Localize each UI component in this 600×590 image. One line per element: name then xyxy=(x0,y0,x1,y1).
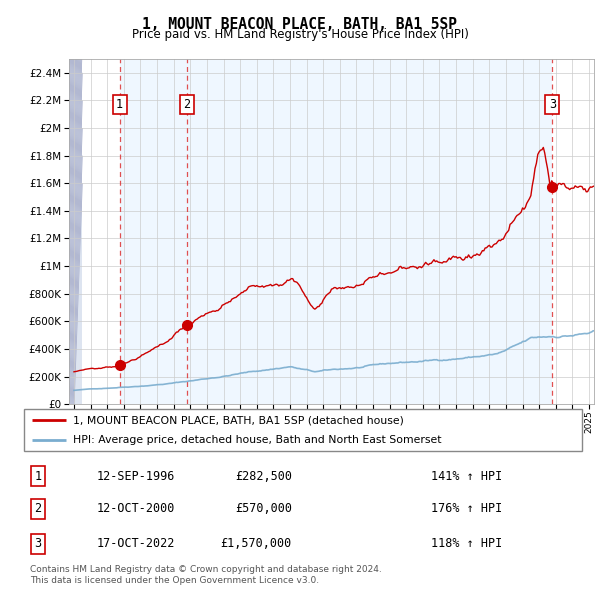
Text: HPI: Average price, detached house, Bath and North East Somerset: HPI: Average price, detached house, Bath… xyxy=(73,435,442,445)
Text: 2: 2 xyxy=(183,98,190,111)
Text: 17-OCT-2022: 17-OCT-2022 xyxy=(97,537,175,550)
Text: £570,000: £570,000 xyxy=(235,502,292,516)
Text: 3: 3 xyxy=(549,98,556,111)
Text: £282,500: £282,500 xyxy=(235,470,292,483)
Text: Contains HM Land Registry data © Crown copyright and database right 2024.: Contains HM Land Registry data © Crown c… xyxy=(30,565,382,574)
Bar xyxy=(187,59,552,404)
Text: 2: 2 xyxy=(34,502,41,516)
Text: This data is licensed under the Open Government Licence v3.0.: This data is licensed under the Open Gov… xyxy=(30,576,319,585)
Text: 1: 1 xyxy=(116,98,123,111)
FancyBboxPatch shape xyxy=(24,409,582,451)
Text: 1: 1 xyxy=(34,470,41,483)
Text: 1, MOUNT BEACON PLACE, BATH, BA1 5SP: 1, MOUNT BEACON PLACE, BATH, BA1 5SP xyxy=(143,17,458,31)
Bar xyxy=(119,59,187,404)
Text: Price paid vs. HM Land Registry's House Price Index (HPI): Price paid vs. HM Land Registry's House … xyxy=(131,28,469,41)
Text: 12-SEP-1996: 12-SEP-1996 xyxy=(97,470,175,483)
Text: 118% ↑ HPI: 118% ↑ HPI xyxy=(431,537,503,550)
Text: 3: 3 xyxy=(34,537,41,550)
Text: 176% ↑ HPI: 176% ↑ HPI xyxy=(431,502,503,516)
Text: 12-OCT-2000: 12-OCT-2000 xyxy=(97,502,175,516)
Text: 141% ↑ HPI: 141% ↑ HPI xyxy=(431,470,503,483)
Text: £1,570,000: £1,570,000 xyxy=(221,537,292,550)
Text: 1, MOUNT BEACON PLACE, BATH, BA1 5SP (detached house): 1, MOUNT BEACON PLACE, BATH, BA1 5SP (de… xyxy=(73,415,404,425)
Bar xyxy=(69,59,82,404)
